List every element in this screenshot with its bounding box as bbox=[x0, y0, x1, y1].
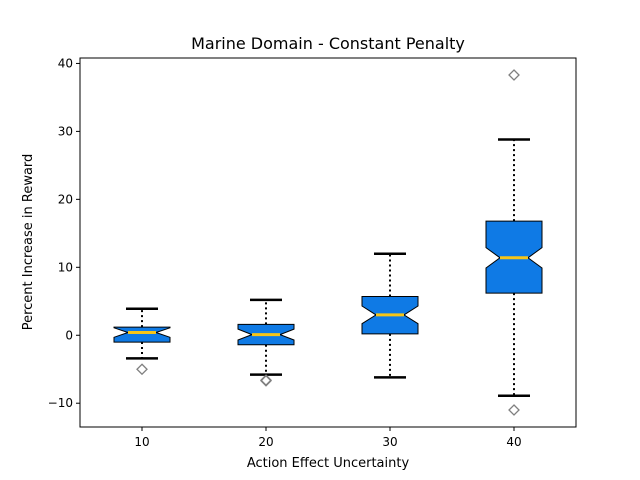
plot-marks bbox=[113, 69, 543, 416]
plot-frame bbox=[79, 57, 577, 428]
box-20 bbox=[237, 298, 295, 387]
y-tick-label: 40 bbox=[58, 56, 73, 70]
x-axis-label: Action Effect Uncertainty bbox=[247, 456, 410, 471]
y-tick-label: 0 bbox=[65, 328, 73, 342]
box-10 bbox=[113, 307, 171, 376]
outlier-point bbox=[136, 363, 148, 376]
outlier-point bbox=[508, 69, 520, 81]
box-30 bbox=[361, 252, 419, 379]
y-axis-label: Percent Increase in Reward bbox=[21, 154, 36, 331]
x-tick-label: 30 bbox=[382, 435, 397, 449]
y-tick-label: −10 bbox=[48, 396, 73, 410]
outlier-point bbox=[260, 374, 272, 387]
y-tick-label: 10 bbox=[58, 260, 73, 274]
x-tick-label: 20 bbox=[258, 435, 273, 449]
y-tick-label: 20 bbox=[58, 192, 73, 206]
box-40 bbox=[485, 69, 543, 416]
outlier-point bbox=[508, 404, 520, 416]
x-tick-label: 40 bbox=[506, 435, 521, 449]
y-axis: −10 0 10 20 30 40 bbox=[48, 56, 80, 410]
x-tick-label: 10 bbox=[134, 435, 149, 449]
chart-title: Marine Domain - Constant Penalty bbox=[191, 34, 465, 53]
x-axis: 10 20 30 40 bbox=[134, 427, 522, 449]
box-body bbox=[113, 326, 171, 343]
y-tick-label: 30 bbox=[58, 124, 73, 138]
